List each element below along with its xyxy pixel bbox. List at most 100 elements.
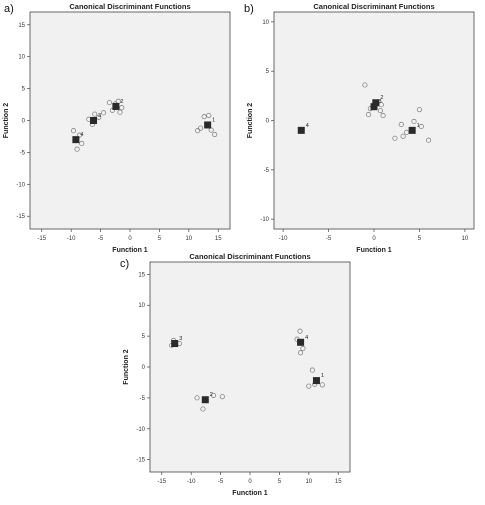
panel-a-letter: a) — [4, 3, 14, 15]
y-axis-label: Function 2 — [3, 103, 10, 138]
group-centroid-marker — [112, 102, 120, 110]
centroid-label: 2 — [210, 392, 213, 398]
chart-title: Canonical Discriminant Functions — [69, 2, 190, 11]
x-tick-label: -15 — [157, 479, 166, 485]
x-axis-label: Function 1 — [232, 490, 267, 497]
x-tick-label: -10 — [187, 479, 196, 485]
y-tick-label: 10 — [138, 303, 145, 309]
centroid-label: 4 — [306, 123, 309, 129]
case-point — [100, 110, 107, 116]
x-axis-label: Function 1 — [356, 247, 391, 254]
chart-title: Canonical Discriminant Functions — [189, 252, 310, 261]
case-point — [194, 395, 200, 401]
case-point — [425, 137, 432, 143]
case-point — [306, 383, 312, 389]
case-point — [416, 107, 423, 113]
centroid-label: 3 — [179, 336, 182, 342]
y-axis-label: Function 2 — [247, 103, 254, 138]
y-tick-label: 10 — [262, 20, 269, 26]
x-tick-label: -5 — [218, 479, 224, 485]
case-point — [219, 394, 225, 400]
x-tick-label: 10 — [305, 479, 312, 485]
case-point — [70, 128, 77, 134]
y-tick-label: 5 — [266, 69, 270, 75]
x-tick-label: 5 — [158, 236, 162, 242]
centroid-label: 1 — [212, 117, 215, 123]
group-centroid-marker — [72, 136, 80, 144]
case-point — [201, 114, 207, 120]
case-point — [377, 108, 383, 114]
x-tick-label: 15 — [335, 479, 342, 485]
case-point — [309, 367, 315, 373]
x-tick-label: 0 — [248, 479, 252, 485]
centroid-label: 2 — [120, 99, 123, 105]
panel-c: Canonical Discriminant Functions -15 -10 -5… — [120, 250, 360, 505]
chart-title: Canonical Discriminant Functions — [313, 2, 434, 11]
case-point — [208, 127, 214, 133]
plot-area — [149, 261, 351, 473]
group-centroid-marker — [372, 99, 380, 107]
case-point — [297, 328, 303, 334]
centroid-label: 4 — [305, 335, 308, 341]
case-point — [365, 112, 372, 118]
group-centroid-marker — [204, 121, 212, 129]
case-point — [76, 132, 82, 138]
case-point — [92, 111, 98, 117]
y-tick-label: 15 — [138, 272, 145, 278]
plot-area — [29, 11, 231, 230]
centroid-label: 3 — [379, 99, 382, 105]
case-point — [74, 146, 80, 152]
case-point — [418, 123, 424, 129]
panel-a: Canonical Discriminant Functions -15 -10 -5… — [0, 0, 240, 263]
x-tick-label: -10 — [279, 236, 288, 242]
centroid-label: 1 — [417, 123, 420, 129]
centroid-label: 4 — [80, 132, 83, 138]
y-tick-label: 0 — [266, 119, 270, 125]
case-point — [212, 131, 218, 138]
case-point — [200, 406, 206, 412]
case-point — [400, 133, 406, 139]
x-tick-label: -5 — [98, 236, 104, 242]
y-tick-label: -10 — [260, 217, 269, 223]
group-centroid-marker — [201, 396, 209, 404]
x-tick-label: 10 — [462, 236, 469, 242]
case-point — [298, 350, 304, 356]
centroid-label: 3 — [98, 113, 101, 119]
x-axis-label: Function 1 — [112, 247, 147, 254]
y-tick-label: 10 — [18, 55, 25, 61]
y-tick-label: -5 — [140, 396, 146, 402]
y-tick-label: -5 — [20, 150, 26, 156]
y-tick-label: 5 — [22, 87, 26, 93]
case-point — [392, 135, 398, 141]
centroid-label: 1 — [321, 373, 324, 379]
x-tick-label: -5 — [326, 236, 332, 242]
case-point — [380, 113, 386, 119]
case-point — [198, 125, 204, 131]
case-point — [398, 121, 404, 127]
y-tick-label: -15 — [16, 214, 25, 220]
case-point — [362, 82, 368, 88]
group-centroid-marker — [297, 126, 305, 134]
y-axis-label: Function 2 — [123, 349, 130, 384]
chart-b-svg: Canonical Discriminant Functions -10 -5 0 5 1… — [247, 2, 475, 254]
case-point — [119, 105, 125, 111]
plot-area — [273, 11, 475, 230]
panel-b: Canonical Discriminant Functions -10 -5 0 5 1… — [244, 0, 484, 263]
group-centroid-marker — [90, 117, 98, 124]
case-point — [109, 107, 115, 113]
panel-c-letter: c) — [120, 258, 130, 270]
x-tick-label: 0 — [128, 236, 132, 242]
case-point — [79, 140, 85, 147]
group-centroid-marker — [297, 338, 305, 346]
case-point — [319, 382, 325, 388]
x-tick-label: 10 — [185, 236, 192, 242]
group-centroid-marker — [370, 103, 378, 111]
y-tick-label: -15 — [136, 458, 145, 464]
y-tick-label: -10 — [136, 427, 145, 433]
case-point — [106, 100, 112, 106]
y-tick-label: -5 — [264, 168, 270, 174]
group-centroid-marker — [408, 126, 416, 134]
x-tick-label: 15 — [215, 236, 222, 242]
panel-b-letter: b) — [244, 3, 254, 15]
x-tick-label: 0 — [372, 236, 376, 242]
